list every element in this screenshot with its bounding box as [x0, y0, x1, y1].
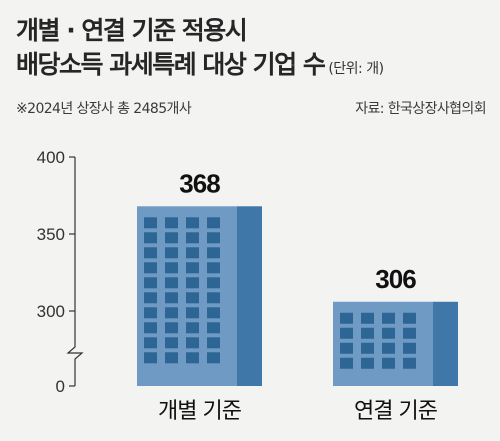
bar-window — [186, 352, 199, 364]
bar-window — [361, 312, 374, 324]
bar-window — [403, 312, 416, 324]
bar-window — [361, 357, 374, 369]
title-line-2: 배당소득 과세특례 대상 기업 수 (단위: 개) — [16, 48, 384, 86]
bar-window — [207, 292, 220, 304]
bar-window — [165, 307, 178, 319]
bar-window — [186, 307, 199, 319]
bar-window — [144, 262, 157, 274]
bar-window — [186, 292, 199, 304]
note-row: ※2024년 상장사 총 2485개사 자료: 한국상장사협의회 — [16, 98, 487, 118]
bar-window — [144, 232, 157, 244]
y-tick-label: 300 — [37, 302, 65, 321]
bar-window — [382, 327, 395, 339]
bar-window — [340, 342, 353, 354]
bar-side — [433, 301, 458, 386]
bar-window — [144, 292, 157, 304]
bar-window — [144, 277, 157, 289]
bar-window — [207, 262, 220, 274]
bar-window — [165, 232, 178, 244]
bar-window — [207, 232, 220, 244]
bar-window — [165, 322, 178, 334]
bar-window — [144, 352, 157, 364]
bar-window — [340, 357, 353, 369]
bar-window — [186, 262, 199, 274]
bar-window — [186, 322, 199, 334]
bar-window — [382, 312, 395, 324]
bar-window — [207, 277, 220, 289]
bar-window — [186, 217, 199, 229]
bar-side — [237, 206, 262, 386]
bar-window — [165, 352, 178, 364]
bar-window — [144, 247, 157, 259]
chart-title: 개별 · 연결 기준 적용시 배당소득 과세특례 대상 기업 수 (단위: 개) — [16, 14, 384, 86]
bar-window — [165, 292, 178, 304]
bar-window — [207, 352, 220, 364]
bar-window — [165, 247, 178, 259]
y-tick-label: 350 — [37, 225, 65, 244]
bar-window — [165, 262, 178, 274]
bar-window — [403, 342, 416, 354]
bar-window — [382, 357, 395, 369]
x-tick-label: 개별 기준 — [158, 399, 242, 424]
x-tick-label: 연결 기준 — [354, 399, 438, 424]
bar-window — [340, 327, 353, 339]
bar-window — [382, 342, 395, 354]
bar-window — [207, 337, 220, 349]
bar-window — [207, 217, 220, 229]
bar-window — [186, 277, 199, 289]
bar — [137, 206, 262, 386]
y-tick-label: 400 — [37, 148, 65, 167]
bar-window — [144, 337, 157, 349]
bar-window — [340, 312, 353, 324]
bar-window — [361, 342, 374, 354]
bar-window — [207, 307, 220, 319]
note-text: ※2024년 상장사 총 2485개사 — [16, 101, 192, 117]
data-label: 368 — [179, 168, 220, 198]
bar — [333, 301, 458, 386]
bar-window — [144, 217, 157, 229]
title-line-1: 개별 · 연결 기준 적용시 — [16, 16, 248, 45]
source-text: 자료: 한국상장사협의회 — [355, 101, 486, 117]
bar-window — [165, 217, 178, 229]
bar-window — [361, 327, 374, 339]
y-axis-line — [66, 157, 84, 386]
bar-window — [144, 307, 157, 319]
title-line-2-text: 배당소득 과세특례 대상 기업 수 — [16, 50, 326, 79]
bar-window — [165, 277, 178, 289]
unit-label: (단위: 개) — [328, 61, 384, 77]
bar-window — [144, 322, 157, 334]
bar-window — [403, 327, 416, 339]
bar-window — [186, 337, 199, 349]
bar-window — [207, 247, 220, 259]
data-label: 306 — [375, 264, 416, 294]
bar-window — [186, 247, 199, 259]
bar-window — [207, 322, 220, 334]
y-tick-label: 0 — [56, 377, 65, 396]
bar-window — [403, 357, 416, 369]
bar-window — [165, 337, 178, 349]
bar-window — [186, 232, 199, 244]
